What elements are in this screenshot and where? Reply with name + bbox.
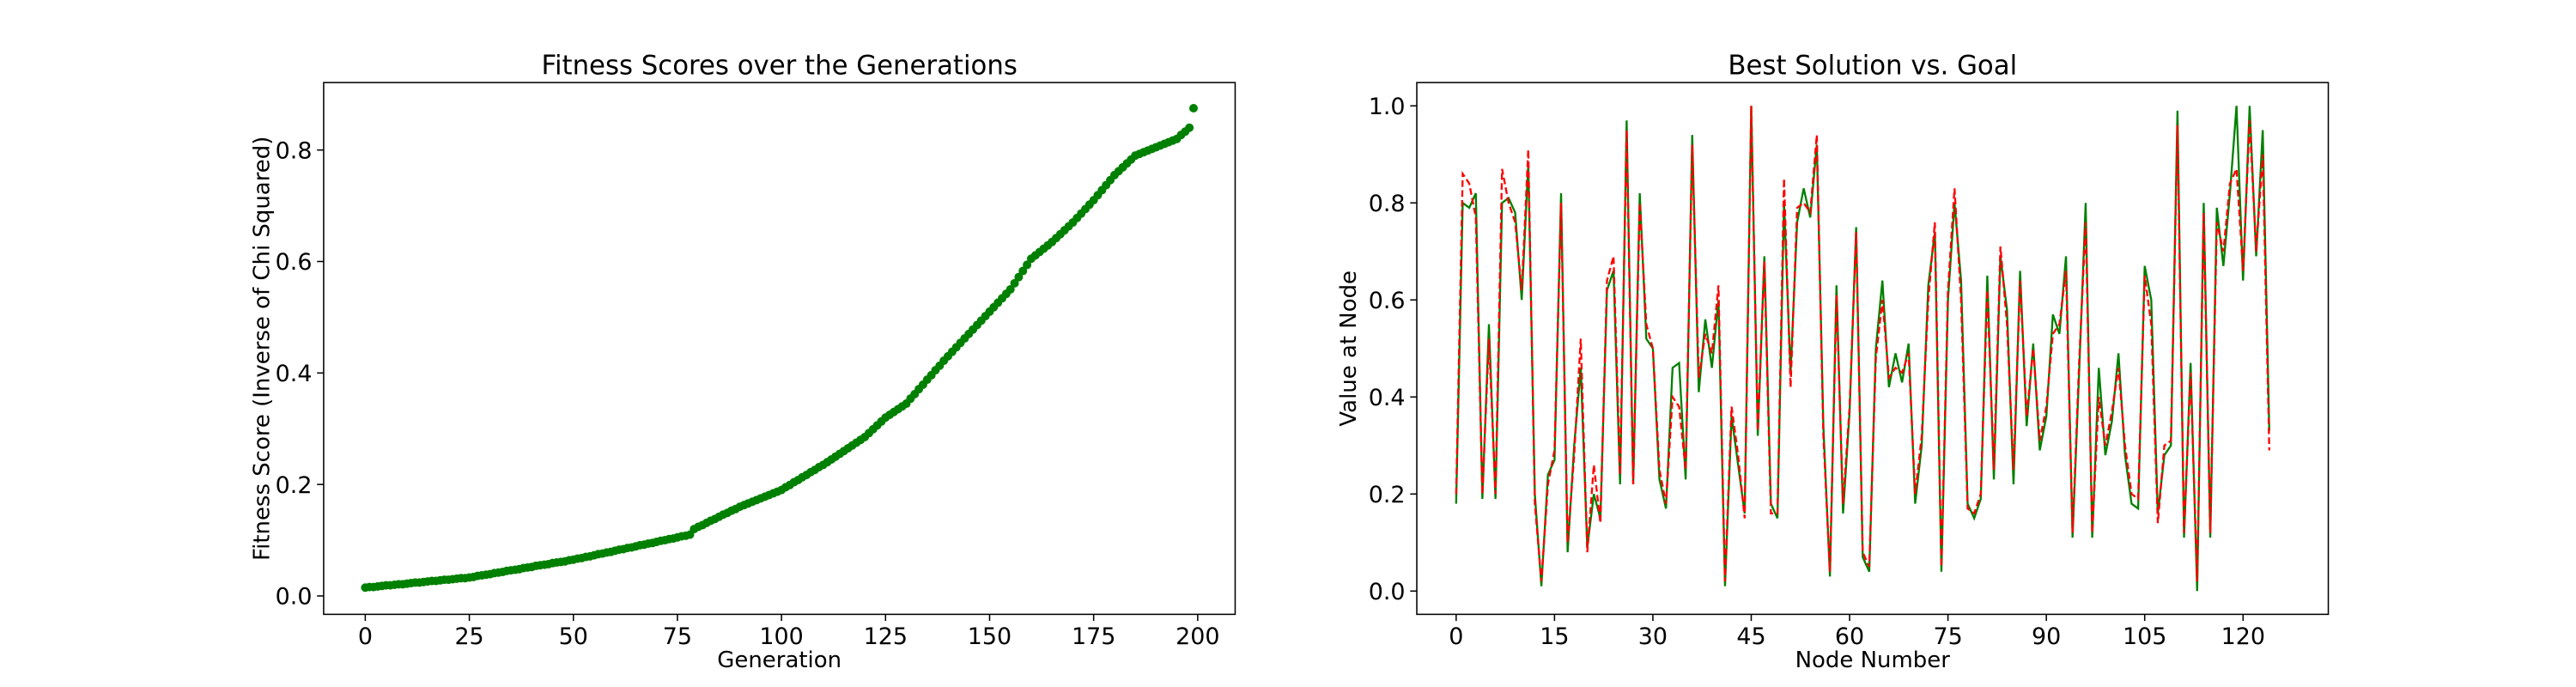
y-tick-label: 1.0 xyxy=(1369,94,1406,120)
x-tick-label: 0 xyxy=(1449,623,1463,650)
point xyxy=(1014,272,1024,282)
point xyxy=(1188,104,1198,113)
y-tick-label: 0.6 xyxy=(276,249,313,276)
x-tick-label: 45 xyxy=(1736,623,1765,650)
x-axis-label: Node Number xyxy=(1795,647,1951,673)
chart-title: Fitness Scores over the Generations xyxy=(542,51,1018,82)
plot-frame xyxy=(323,82,1236,616)
y-tick-label: 0.6 xyxy=(1369,288,1406,314)
x-axis-label: Generation xyxy=(717,647,841,673)
x-tick-label: 50 xyxy=(559,623,588,650)
point xyxy=(1005,284,1015,294)
point xyxy=(1185,123,1194,132)
y-tick-label: 0.2 xyxy=(1369,482,1406,508)
y-tick-label: 0.8 xyxy=(1369,191,1406,217)
y-axis-label: Value at Node xyxy=(1336,271,1362,427)
y-tick-label: 0.2 xyxy=(276,472,313,499)
x-tick-label: 175 xyxy=(1072,623,1115,650)
y-tick-label: 0.0 xyxy=(1369,579,1406,605)
x-tick-label: 90 xyxy=(2032,623,2061,650)
y-tick-label: 0.4 xyxy=(1369,385,1406,411)
x-tick-label: 25 xyxy=(454,623,483,650)
x-tick-label: 0 xyxy=(358,623,373,650)
x-tick-label: 60 xyxy=(1835,623,1864,650)
point xyxy=(1018,266,1028,276)
y-tick-label: 0.0 xyxy=(276,584,313,611)
chart-title: Best Solution vs. Goal xyxy=(1728,51,2017,82)
x-tick-label: 15 xyxy=(1540,623,1569,650)
y-axis-label: Fitness Score (Inverse of Chi Squared) xyxy=(249,137,275,561)
point xyxy=(1010,278,1019,288)
x-tick-label: 125 xyxy=(864,623,908,650)
series-line xyxy=(1455,106,2270,582)
x-tick-label: 200 xyxy=(1176,623,1219,650)
x-tick-label: 30 xyxy=(1638,623,1668,650)
x-tick-label: 120 xyxy=(2221,623,2265,650)
point xyxy=(1023,260,1032,270)
x-tick-label: 75 xyxy=(1933,623,1962,650)
x-tick-label: 100 xyxy=(759,623,803,650)
series-line xyxy=(1455,106,2270,592)
y-tick-label: 0.4 xyxy=(276,361,313,387)
x-tick-label: 105 xyxy=(2123,623,2166,650)
x-tick-label: 150 xyxy=(968,623,1012,650)
x-tick-label: 75 xyxy=(663,623,692,650)
y-tick-label: 0.8 xyxy=(276,137,313,164)
plot-frame xyxy=(1416,82,2330,616)
